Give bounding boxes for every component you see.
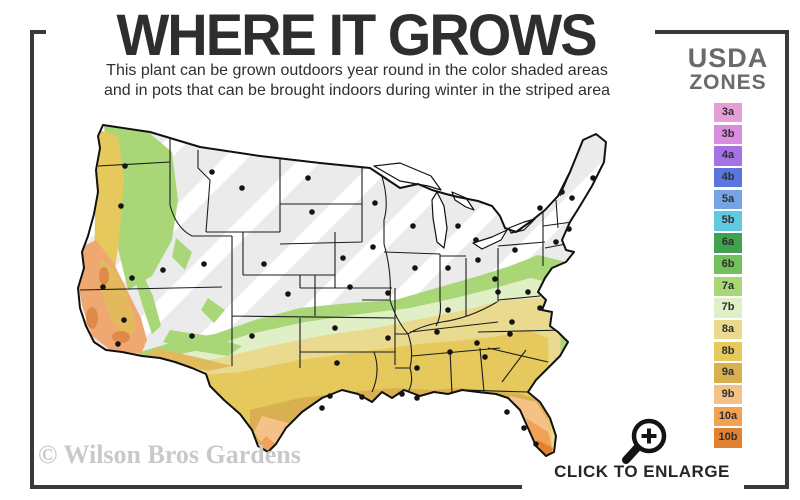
zone-swatch-8b: 8b	[714, 341, 742, 361]
zone-swatch-8a: 8a	[714, 319, 742, 340]
legend-heading: USDA ZONES	[668, 44, 788, 94]
zone-swatch-3a: 3a	[714, 103, 742, 123]
subtitle: This plant can be grown outdoors year ro…	[2, 61, 712, 101]
us-outline	[77, 124, 607, 457]
zoom-icon[interactable]	[613, 410, 673, 468]
zone-swatch-10b: 10b	[714, 428, 742, 448]
zone-swatch-5b: 5b	[714, 211, 742, 231]
zone-swatch-7a: 7a	[714, 276, 742, 296]
zone-swatch-9b: 9b	[714, 384, 742, 405]
legend-heading-zones: ZONES	[689, 71, 767, 94]
zone-swatch-6a: 6a	[714, 233, 742, 253]
great-lakes	[373, 162, 536, 250]
subtitle-line-2: and in pots that can be brought indoors …	[103, 82, 611, 99]
subtitle-line-1: This plant can be grown outdoors year ro…	[106, 62, 608, 79]
city-dots	[100, 163, 596, 447]
zone-swatch-4a: 4a	[714, 146, 742, 166]
zone-swatch-4b: 4b	[714, 168, 742, 188]
zone-swatch-3b: 3b	[714, 124, 742, 145]
zone-swatch-5a: 5a	[714, 189, 742, 210]
zone-swatch-6b: 6b	[714, 254, 742, 275]
zone-swatch-10a: 10a	[714, 406, 742, 427]
watermark: © Wilson Bros Gardens	[38, 440, 301, 469]
zone-swatch-7b: 7b	[714, 298, 742, 318]
page-title: WHERE IT GROWS	[116, 2, 597, 68]
zone-swatch-9a: 9a	[714, 363, 742, 383]
state-borders	[79, 128, 573, 395]
click-to-enlarge-button[interactable]: CLICK TO ENLARGE	[554, 462, 730, 481]
zone-legend: 3a 3b 4a 4b 5a 5b 6a 6b 7a 7b 8a 8b 9a 9…	[714, 103, 742, 450]
legend-heading-usda: USDA	[687, 43, 769, 73]
